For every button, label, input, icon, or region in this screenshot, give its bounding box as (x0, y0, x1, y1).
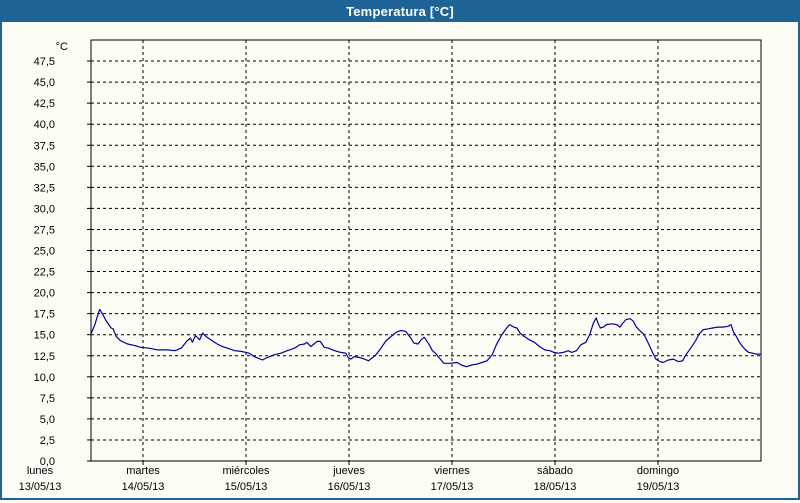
x-day-label: jueves (332, 465, 365, 477)
y-tick-label: 2,5 (40, 435, 55, 447)
y-tick-label: 22,5 (34, 267, 55, 279)
window-titlebar: Temperatura [°C] (0, 0, 800, 22)
y-tick-label: 0,0 (40, 456, 55, 468)
x-day-label: miércoles (222, 465, 270, 477)
x-day-label: lunes (27, 465, 54, 477)
y-tick-label: 45,0 (34, 77, 55, 89)
chart-area: 0,0 2,5 5,0 7,5 10,0 12,5 15,0 17,5 20,0 22,5 25,0… (2, 22, 798, 498)
temperature-chart: 0,0 2,5 5,0 7,5 10,0 12,5 15,0 17,5 20,0 22,5 25,0… (19, 39, 762, 493)
y-tick-label: 27,5 (34, 224, 55, 236)
y-tick-label: 47,5 (34, 56, 55, 68)
y-tick-label: 20,0 (34, 288, 55, 300)
y-tick-label: 42,5 (34, 98, 55, 110)
x-date-label: 19/05/13 (637, 481, 680, 493)
y-tick-label: 15,0 (34, 330, 55, 342)
x-date-label: 13/05/13 (19, 481, 62, 493)
y-tick-label: 40,0 (34, 119, 55, 131)
y-tick-label: 32,5 (34, 182, 55, 194)
x-date-label: 17/05/13 (431, 481, 474, 493)
plot-frame (90, 39, 762, 462)
y-tick-label: 7,5 (40, 393, 55, 405)
y-tick-label: 12,5 (34, 351, 55, 363)
x-day-label: viernes (434, 465, 470, 477)
temperature-line (90, 308, 762, 368)
y-tick-label: 35,0 (34, 161, 55, 173)
x-day-label: martes (126, 465, 160, 477)
y-tick-label: 17,5 (34, 309, 55, 321)
x-date-label: 14/05/13 (122, 481, 165, 493)
x-day-label: domingo (637, 465, 679, 477)
y-tick-label: 37,5 (34, 140, 55, 152)
y-tick-label: 10,0 (34, 372, 55, 384)
x-day-label: sábado (537, 465, 573, 477)
y-tick-label: 5,0 (40, 414, 55, 426)
x-date-label: 15/05/13 (225, 481, 268, 493)
x-date-label: 16/05/13 (328, 481, 371, 493)
x-date-label: 18/05/13 (534, 481, 577, 493)
y-tick-label: 30,0 (34, 203, 55, 215)
window-title: Temperatura [°C] (346, 3, 454, 19)
y-tick-label: 25,0 (34, 246, 55, 258)
y-axis-unit-label: °C (56, 41, 68, 53)
